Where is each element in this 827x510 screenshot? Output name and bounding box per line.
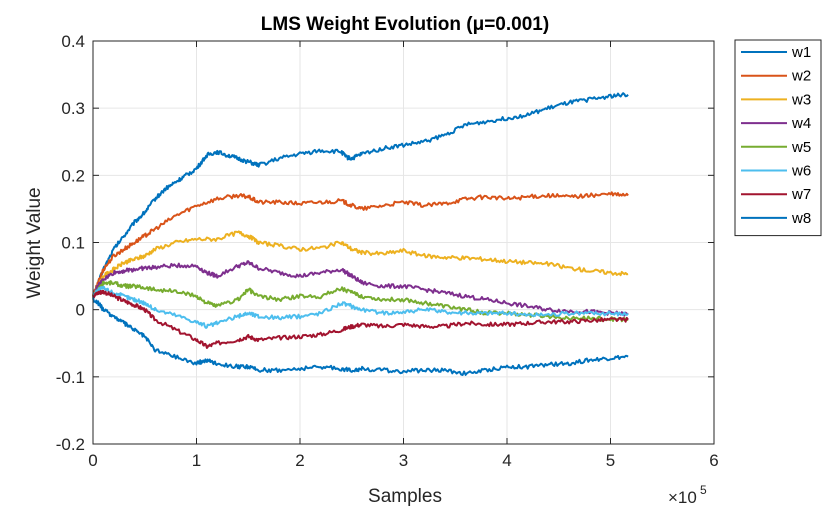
x-tick-label: 5 [606,451,615,470]
legend-label-w2: w2 [791,68,811,85]
series-line-w2 [92,191,629,297]
series-line-w5 [92,280,629,323]
y-tick-label: -0.1 [56,368,85,387]
series-line-w1 [92,92,629,299]
y-tick-label: 0.2 [61,166,85,185]
legend-label-w3: w3 [791,91,811,108]
series-line-w8 [92,297,629,376]
x-axis-label: Samples [368,486,442,507]
legend-label-w8: w8 [791,210,811,227]
legend-label-w1: w1 [791,44,811,61]
x-tick-label: 6 [709,451,718,470]
x-tick-label: 4 [502,451,511,470]
y-axis-ticks: -0.2 -0.1 0 0.1 0.2 0.3 0.4 [56,32,714,454]
y-tick-label: 0.4 [61,32,85,51]
x-tick-label: 1 [192,451,201,470]
legend: w1 w2 w3 w4 w5 w6 w7 w8 [734,39,822,237]
series-line-w7 [92,289,629,349]
x-axis-exponent-base: ×10 [668,488,697,507]
series-line-w3 [92,230,629,298]
series-line-w4 [92,260,629,317]
x-tick-label: 0 [88,451,97,470]
x-tick-label: 3 [399,451,408,470]
series-line-w6 [92,285,629,329]
legend-box [734,39,822,237]
y-tick-label: -0.2 [56,435,85,454]
y-tick-label: 0.1 [61,234,85,253]
y-tick-label: 0 [76,301,85,320]
x-axis-exponent: 5 [700,483,707,497]
x-tick-label: 2 [295,451,304,470]
legend-label-w7: w7 [791,186,811,203]
legend-label-w5: w5 [791,139,811,156]
legend-label-w6: w6 [791,163,811,180]
chart-title: LMS Weight Evolution (μ=0.001) [261,14,549,35]
y-axis-label: Weight Value [24,187,45,298]
series-lines [92,92,629,376]
y-tick-label: 0.3 [61,99,85,118]
x-axis-ticks: 0 1 2 3 4 5 6 [88,41,719,470]
legend-label-w4: w4 [791,115,811,132]
